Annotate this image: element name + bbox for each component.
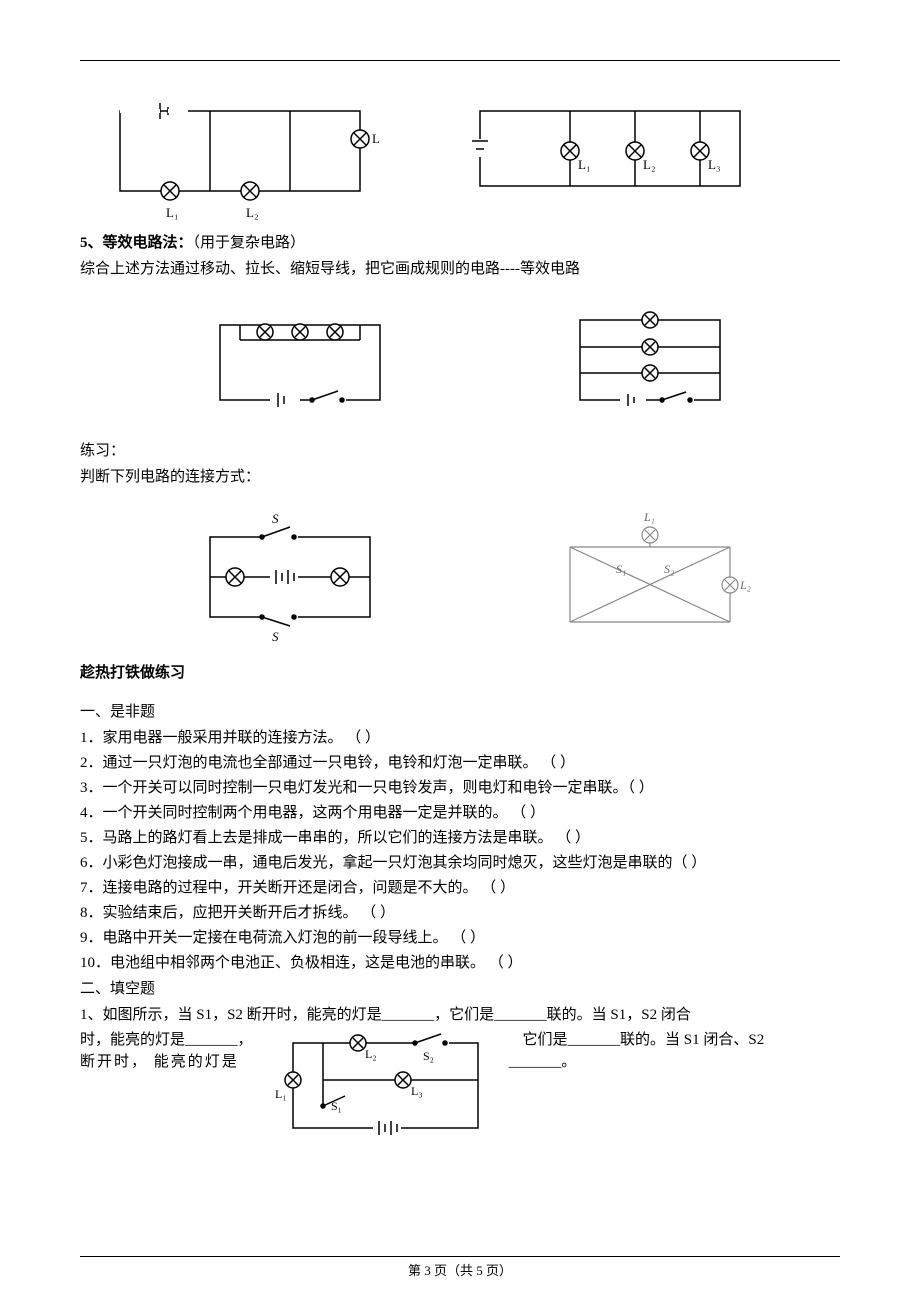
practice-diagrams: S S [100, 507, 840, 647]
fill-l2: L₂ [365, 1047, 377, 1061]
page-footer: 第 3 页（共 5 页） [0, 1256, 920, 1282]
practice-circuit-right: S₁ S₂ L₁ L₂ [540, 507, 760, 647]
circuit-diagram-2: L₁ L₂ L₃ [460, 91, 760, 211]
label-l1b: L₁ [578, 157, 590, 172]
section5-note: （用于复杂电路） [193, 235, 306, 251]
fill-l1: L₁ [275, 1087, 287, 1101]
practice-title: 练习： [80, 439, 840, 463]
tf-7: 7．连接电路的过程中，开关断开还是闭合，问题是不大的。 （ ） [80, 876, 840, 900]
label-s-bottom: S [272, 629, 279, 644]
section5-diagrams [100, 305, 840, 425]
label-s1-x: S₁ [616, 562, 626, 576]
fill-circuit: L₂ S₂ L₃ L₁ S₁ [273, 1028, 503, 1148]
label-l3b: L₃ [708, 157, 720, 172]
tf-10: 10．电池组中相邻两个电池正、负极相连，这是电池的串联。 （ ） [80, 951, 840, 975]
label-l3: L₃ [372, 131, 380, 146]
section5-title: 5、等效电路法： [80, 235, 193, 251]
section5-title-line: 5、等效电路法：（用于复杂电路） [80, 231, 840, 255]
label-l2-x: L₂ [739, 578, 751, 592]
page: L₁ L₂ L₃ L₁ L₂ L₃ [0, 0, 920, 1302]
tf-3: 3．一个开关可以同时控制一只电灯发光和一只电铃发声，则电灯和电铃一定串联。（ ） [80, 776, 840, 800]
label-s2-x: S₂ [664, 562, 674, 576]
label-l1-x: L₁ [643, 510, 655, 524]
tf-6: 6．小彩色灯泡接成一串，通电后发光，拿起一只灯泡其余均同时熄灭，这些灯泡是串联的… [80, 851, 840, 875]
practice-desc: 判断下列电路的连接方式： [80, 465, 840, 489]
footer-text: 第 3 页（共 5 页） [408, 1263, 512, 1278]
partA-title: 一、是非题 [80, 700, 840, 724]
label-l2: L₂ [246, 205, 258, 220]
fill1-line3a: 断开时， 能亮的灯是 [80, 1050, 239, 1074]
fill-l3: L₃ [411, 1084, 423, 1098]
tf-1: 1．家用电器一般采用并联的连接方法。 （ ） [80, 726, 840, 750]
fill1-line2a: 时，能亮的灯是_______， [80, 1028, 253, 1052]
fill-s2: S₂ [423, 1049, 434, 1063]
fill-s1: S₁ [331, 1099, 342, 1113]
partB-title: 二、填空题 [80, 977, 840, 1001]
label-l1: L₁ [166, 205, 178, 220]
tf-2: 2．通过一只灯泡的电流也全部通过一只电铃，电铃和灯泡一定串联。 （ ） [80, 751, 840, 775]
fill-question-1: 1、如图所示，当 S1，S2 断开时，能亮的灯是_______，它们是_____… [80, 1003, 840, 1164]
top-rule [80, 60, 840, 61]
label-s-top: S [272, 511, 279, 526]
section5-desc: 综合上述方法通过移动、拉长、缩短导线，把它画成规则的电路----等效电路 [80, 257, 840, 281]
tf-4: 4．一个开关同时控制两个用电器，这两个用电器一定是并联的。 （ ） [80, 801, 840, 825]
equiv-circuit-left [190, 305, 410, 425]
fill1-line1: 1、如图所示，当 S1，S2 断开时，能亮的灯是_______，它们是_____… [80, 1003, 840, 1027]
practice-circuit-left: S S [180, 507, 400, 647]
fill1-line2b: 它们是_______联的。当 S1 闭合、S2 [523, 1028, 765, 1052]
tf-9: 9．电路中开关一定接在电荷流入灯泡的前一段导线上。 （ ） [80, 926, 840, 950]
label-l2b: L₂ [643, 157, 655, 172]
fill1-line3b: _______。 [509, 1050, 577, 1074]
top-diagrams-row: L₁ L₂ L₃ L₁ L₂ L₃ [100, 91, 840, 221]
tf-8: 8．实验结束后，应把开关断开后才拆线。 （ ） [80, 901, 840, 925]
hot-title: 趁热打铁做练习 [80, 661, 840, 685]
tf-5: 5．马路上的路灯看上去是排成一串串的，所以它们的连接方法是串联。 （ ） [80, 826, 840, 850]
equiv-circuit-right [550, 305, 750, 425]
circuit-diagram-1: L₁ L₂ L₃ [100, 91, 380, 221]
